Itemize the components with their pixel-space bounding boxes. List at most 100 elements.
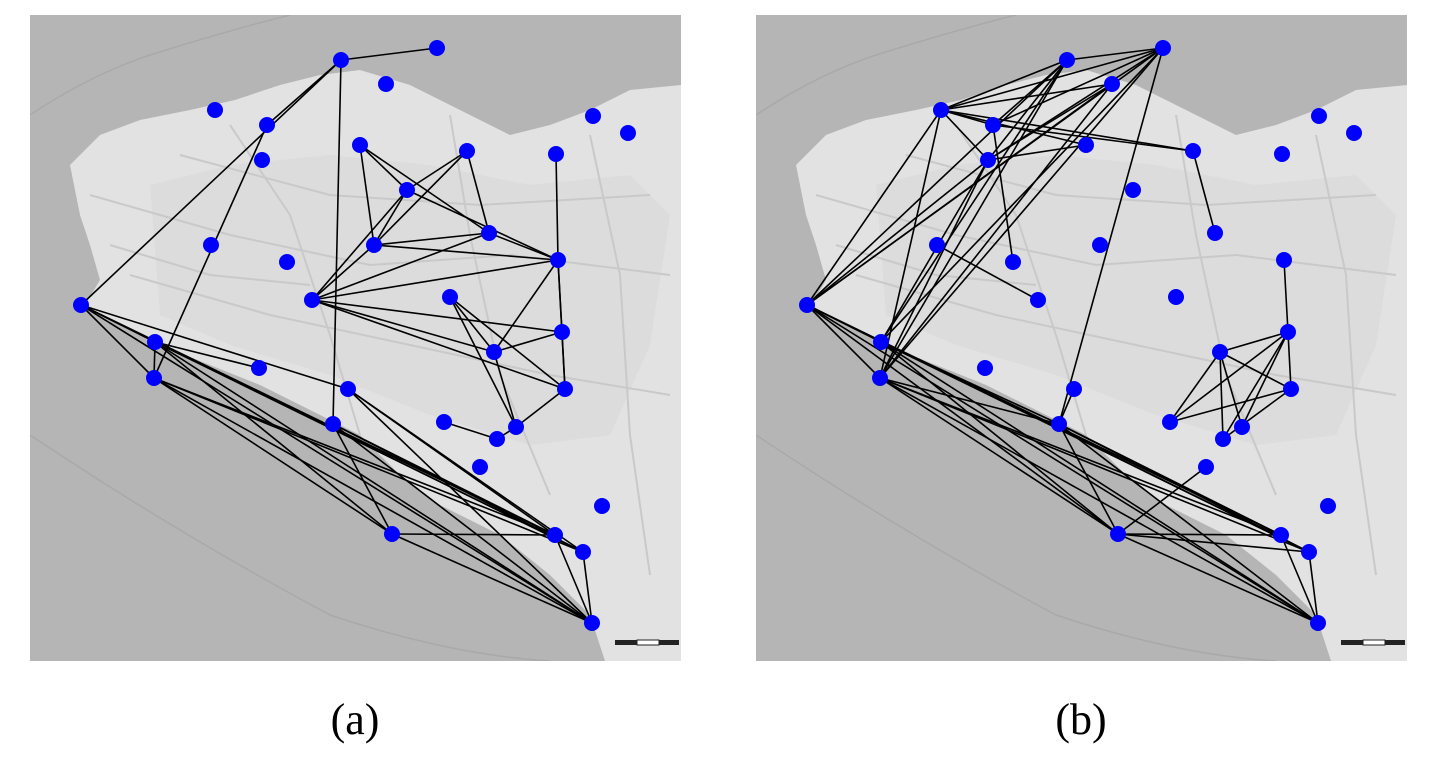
- network-node: [1168, 289, 1184, 305]
- network-edge: [1169, 388, 1292, 423]
- scale-bar-segment: [636, 639, 660, 646]
- network-nodes: [73, 40, 636, 631]
- network-edge: [373, 150, 468, 246]
- road-line: [129, 274, 671, 396]
- network-node: [1110, 526, 1126, 542]
- road-line: [589, 134, 651, 576]
- network-edge: [880, 341, 1119, 535]
- network-edge: [992, 124, 1194, 152]
- network-edge: [266, 59, 342, 126]
- network-edge: [332, 59, 342, 425]
- network-edge: [1117, 533, 1310, 553]
- network-edge: [1058, 423, 1319, 624]
- caption-b: (b): [1055, 695, 1107, 744]
- road-line: [1175, 114, 1277, 496]
- network-edge: [1117, 533, 1282, 536]
- depth-contour: [756, 15, 1017, 116]
- network-edge: [449, 296, 517, 428]
- network-node: [1311, 108, 1327, 124]
- network-edge: [515, 388, 566, 428]
- network-node: [873, 334, 889, 350]
- network-node: [980, 152, 996, 168]
- network-edge: [359, 144, 375, 246]
- road-line: [449, 114, 551, 496]
- network-node: [1276, 252, 1292, 268]
- network-edges: [806, 47, 1319, 624]
- network-edge: [940, 83, 1113, 111]
- network-node: [279, 254, 295, 270]
- network-edge: [880, 341, 1319, 624]
- map-panel-b: [756, 15, 1407, 661]
- network-node: [304, 292, 320, 308]
- scale-bar-segment: [659, 640, 679, 645]
- network-node: [333, 52, 349, 68]
- network-edge: [154, 341, 260, 369]
- network-node: [384, 526, 400, 542]
- network-node: [1104, 76, 1120, 92]
- network-node: [73, 297, 89, 313]
- map-svg-a: [30, 15, 681, 661]
- network-edge: [1066, 47, 1164, 61]
- network-edge: [806, 159, 989, 306]
- network-node: [977, 360, 993, 376]
- network-node: [1283, 381, 1299, 397]
- network-edge: [311, 299, 495, 353]
- network-edge: [1241, 331, 1289, 428]
- network-node: [1207, 225, 1223, 241]
- network-edge: [1219, 351, 1292, 390]
- network-edge: [332, 423, 584, 553]
- network-edge: [1219, 351, 1243, 428]
- network-edge: [554, 534, 593, 624]
- network-edge: [311, 299, 566, 390]
- network-node: [203, 237, 219, 253]
- network-node: [1280, 324, 1296, 340]
- network-edge: [373, 232, 490, 246]
- network-node: [1274, 146, 1290, 162]
- network-edge: [1222, 331, 1289, 440]
- network-edge: [806, 304, 1119, 535]
- network-edge: [879, 377, 1060, 425]
- network-node: [872, 370, 888, 386]
- network-node: [1078, 137, 1094, 153]
- network-edge: [561, 331, 566, 390]
- network-edge: [311, 259, 559, 301]
- network-edge: [879, 59, 1068, 379]
- network-node: [146, 370, 162, 386]
- network-edge: [992, 124, 1014, 263]
- scale-bar-segment: [1385, 640, 1405, 645]
- network-node: [1198, 459, 1214, 475]
- scale-bar-segment: [615, 640, 637, 645]
- network-edge: [1169, 331, 1289, 423]
- network-edge: [153, 377, 393, 535]
- network-node: [1066, 381, 1082, 397]
- network-edge: [493, 351, 517, 428]
- network-node: [436, 414, 452, 430]
- caption-a: (a): [330, 695, 380, 744]
- network-edge: [80, 304, 155, 379]
- network-node: [340, 381, 356, 397]
- network-edge: [153, 377, 556, 536]
- network-edge: [347, 388, 556, 536]
- network-node: [442, 289, 458, 305]
- network-edge: [1219, 351, 1224, 440]
- network-edge: [936, 244, 1039, 301]
- network-edge: [1219, 331, 1289, 353]
- network-node: [481, 225, 497, 241]
- network-edge: [987, 83, 1113, 161]
- network-edge: [359, 144, 408, 191]
- network-edge: [340, 47, 438, 61]
- network-edge: [154, 341, 393, 535]
- network-edge: [391, 533, 593, 624]
- network-edge: [373, 189, 408, 246]
- network-node: [207, 102, 223, 118]
- network-edge: [1117, 533, 1319, 624]
- network-edge: [406, 189, 559, 261]
- network-node: [259, 117, 275, 133]
- network-edge: [332, 423, 393, 535]
- network-edge: [311, 244, 375, 301]
- network-node: [1310, 615, 1326, 631]
- network-edge: [806, 109, 942, 306]
- network-edge: [555, 153, 559, 261]
- network-edge: [466, 150, 490, 234]
- network-nodes: [799, 40, 1362, 631]
